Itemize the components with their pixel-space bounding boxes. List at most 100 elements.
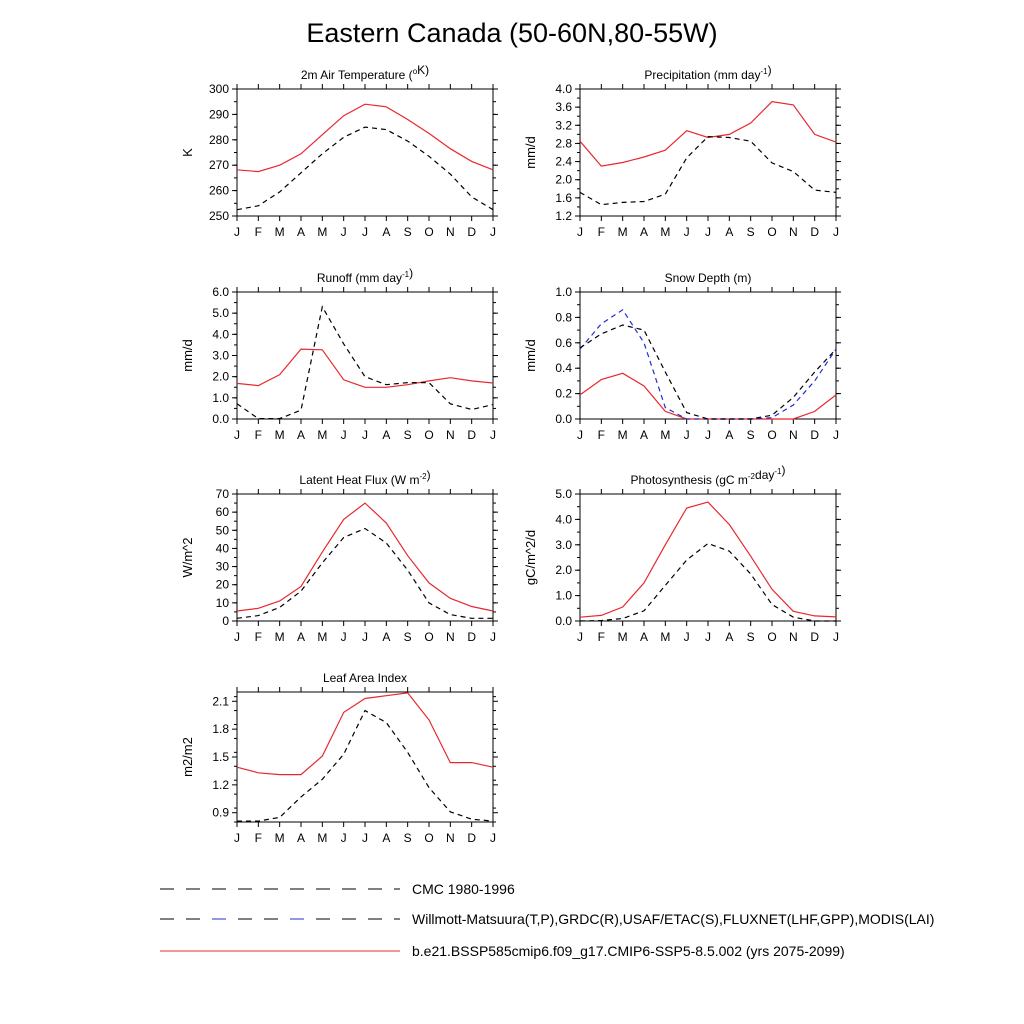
y-tick-label: 10 xyxy=(216,596,230,610)
x-tick-label: A xyxy=(640,428,648,442)
y-tick-label: 3.0 xyxy=(212,349,229,363)
panel-title: Snow Depth (m) xyxy=(665,271,752,285)
y-tick-label: 1.0 xyxy=(555,589,572,603)
x-tick-label: M xyxy=(275,630,285,644)
y-axis-label: mm/d xyxy=(523,136,538,169)
title-text: K) xyxy=(417,63,429,77)
y-tick-label: 1.2 xyxy=(555,209,572,223)
y-tick-label: 40 xyxy=(216,541,230,555)
x-tick-label: A xyxy=(382,428,390,442)
legend: CMC 1980-1996 Willmott-Matsuura(T,P),GRDC… xyxy=(160,881,934,959)
x-tick-label: M xyxy=(317,831,327,845)
title-text: ) xyxy=(782,463,786,477)
y-tick-label: 0.0 xyxy=(555,412,572,426)
x-tick-label: J xyxy=(490,630,496,644)
title-superscript: -1 xyxy=(760,67,768,76)
x-tick-label: M xyxy=(618,428,628,442)
x-tick-label: N xyxy=(446,225,455,239)
x-tick-label: F xyxy=(255,225,262,239)
x-tick-label: S xyxy=(404,831,412,845)
series-line-solid-red xyxy=(236,692,494,776)
x-tick-label: J xyxy=(341,831,347,845)
title-superscript: -2 xyxy=(748,472,756,481)
y-tick-label: 0.2 xyxy=(555,387,572,401)
y-tick-label: 0.6 xyxy=(555,336,572,350)
y-tick-label: 0.9 xyxy=(212,806,229,820)
x-tick-label: J xyxy=(362,225,368,239)
x-tick-label: M xyxy=(275,225,285,239)
title-text: Photosynthesis (gC m xyxy=(631,473,748,487)
y-tick-label: 5.0 xyxy=(555,487,572,501)
x-tick-label: M xyxy=(275,428,285,442)
x-tick-label: M xyxy=(275,831,285,845)
y-tick-label: 0 xyxy=(222,614,229,628)
x-tick-label: S xyxy=(747,428,755,442)
x-tick-label: O xyxy=(767,630,776,644)
title-text: Snow Depth (m) xyxy=(665,271,752,285)
legend-label: CMC 1980-1996 xyxy=(412,881,515,897)
x-tick-label: A xyxy=(297,225,305,239)
y-tick-label: 270 xyxy=(209,158,229,172)
series-line-solid-red xyxy=(236,348,494,388)
x-tick-label: J xyxy=(341,225,347,239)
y-tick-label: 50 xyxy=(216,523,230,537)
x-tick-label: A xyxy=(297,630,305,644)
y-tick-label: 1.0 xyxy=(555,285,572,299)
x-tick-label: J xyxy=(833,630,839,644)
series-line-solid-red xyxy=(236,103,494,173)
plot-frame xyxy=(579,493,837,622)
x-tick-label: J xyxy=(705,428,711,442)
x-tick-label: J xyxy=(490,225,496,239)
x-tick-label: F xyxy=(598,630,605,644)
x-tick-label: M xyxy=(660,225,670,239)
y-tick-label: 1.6 xyxy=(555,191,572,205)
x-tick-label: A xyxy=(640,630,648,644)
x-tick-label: M xyxy=(317,428,327,442)
x-tick-label: N xyxy=(446,428,455,442)
title-superscript: -1 xyxy=(402,270,410,279)
x-tick-label: A xyxy=(640,225,648,239)
x-tick-label: J xyxy=(234,630,240,644)
x-tick-label: J xyxy=(490,428,496,442)
x-tick-label: N xyxy=(446,630,455,644)
y-tick-label: 0.4 xyxy=(555,361,572,375)
x-tick-label: N xyxy=(789,428,798,442)
y-axis-label: mm/d xyxy=(523,339,538,372)
x-tick-label: J xyxy=(577,225,583,239)
y-tick-label: 1.2 xyxy=(212,778,229,792)
x-tick-label: D xyxy=(467,831,476,845)
y-tick-label: 3.0 xyxy=(555,538,572,552)
title-text: ) xyxy=(409,266,413,280)
x-tick-label: O xyxy=(424,428,433,442)
legend-label: b.e21.BSSP585cmip6.f09_g17.CMIP6-SSP5-8.… xyxy=(412,943,845,959)
series-line-solid-red xyxy=(236,502,494,612)
x-tick-label: O xyxy=(767,428,776,442)
x-tick-label: M xyxy=(660,630,670,644)
x-tick-label: F xyxy=(255,428,262,442)
y-axis-label: K xyxy=(180,148,195,157)
x-tick-label: O xyxy=(424,630,433,644)
x-tick-label: J xyxy=(234,428,240,442)
y-tick-label: 3.6 xyxy=(555,100,572,114)
y-tick-label: 250 xyxy=(209,209,229,223)
series-line-dash-blue xyxy=(579,308,837,420)
series-line-solid-red xyxy=(579,501,837,618)
series-line-dash-black xyxy=(579,542,836,622)
title-text: ) xyxy=(768,63,772,77)
page-title: Eastern Canada (50-60N,80-55W) xyxy=(306,18,718,48)
x-tick-label: J xyxy=(705,630,711,644)
y-tick-label: 4.0 xyxy=(555,82,572,96)
x-tick-label: A xyxy=(382,630,390,644)
y-tick-label: 4.0 xyxy=(555,512,572,526)
y-axis-label: m2/m2 xyxy=(180,737,195,777)
x-tick-label: J xyxy=(684,428,690,442)
y-tick-label: 260 xyxy=(209,184,229,198)
y-tick-label: 2.0 xyxy=(555,173,572,187)
x-tick-label: D xyxy=(467,225,476,239)
series-line-dash-black xyxy=(237,709,494,822)
x-tick-label: J xyxy=(684,225,690,239)
x-tick-label: A xyxy=(725,630,733,644)
y-tick-label: 6.0 xyxy=(212,285,229,299)
series-line-dash-black xyxy=(579,135,837,206)
